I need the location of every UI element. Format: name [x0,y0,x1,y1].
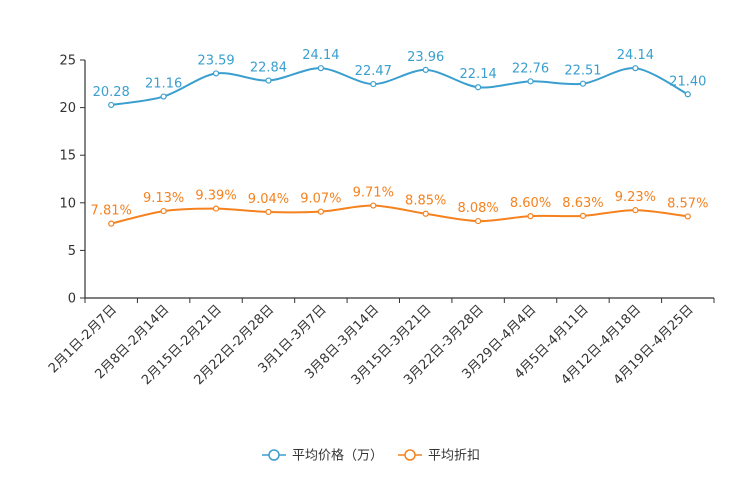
data-label: 9.04% [248,192,289,207]
data-point [422,210,429,217]
y-tick-label: 0 [68,292,76,307]
data-label: 23.59 [197,53,234,68]
data-point [422,66,429,74]
data-point [265,208,272,216]
data-point [527,213,534,220]
series-line [110,204,688,225]
data-point [370,80,377,88]
series-line [111,67,689,106]
data-label: 23.96 [407,50,444,65]
legend-marker [404,449,416,461]
data-point [632,65,639,72]
data-label: 22.51 [564,64,601,79]
data-point [108,101,115,109]
data-point [212,70,220,77]
legend-item-1[interactable]: 平均折扣 [398,449,480,464]
data-point [684,213,691,220]
data-label: 8.63% [562,196,603,211]
data-label: 8.57% [667,196,708,211]
legend[interactable]: 平均价格（万） 平均折扣 [262,448,480,464]
data-label: 8.85% [405,194,446,209]
data-label: 21.40 [669,74,706,89]
data-label: 8.08% [457,201,498,216]
data-point [160,93,167,100]
data-label: 24.14 [302,48,339,63]
axes: 05101520252月1日-2月7日2月8日-2月14日2月15日-2月21日… [46,54,715,388]
series-group: 20.28 21.16 23.59 22.84 24.14 22.47 23.96 22.14… [91,48,708,227]
data-label: 9.39% [195,189,236,204]
y-tick-label: 15 [59,149,76,164]
data-label: 7.81% [91,204,132,219]
data-point [265,77,272,84]
data-point [370,202,377,209]
legend-item-0[interactable]: 平均价格（万） [262,448,383,464]
series-1: 7.81% 9.13% 9.39% 9.04% 9.07% 9.71% 8.85% 8.08%… [91,186,708,227]
data-point [317,65,324,72]
data-point [475,84,482,91]
y-tick-label: 25 [59,54,76,69]
series-0: 20.28 21.16 23.59 22.84 24.14 22.47 23.96 22.14… [93,48,706,109]
data-point [475,217,482,225]
data-label: 24.14 [617,48,654,63]
data-point [317,208,324,215]
data-point [108,220,115,227]
data-label: 22.14 [460,67,497,82]
data-label: 21.16 [145,77,182,92]
data-point [212,205,220,212]
data-label: 22.84 [250,61,287,76]
y-tick-label: 5 [68,244,76,259]
data-label: 22.47 [355,64,392,79]
data-point [527,78,534,85]
data-point [579,212,587,219]
y-tick-label: 10 [59,196,76,211]
data-label: 8.60% [510,196,551,211]
data-label: 22.76 [512,61,549,76]
data-point [684,91,691,98]
data-label: 9.13% [143,191,184,206]
data-label: 20.28 [93,85,130,100]
data-label: 9.71% [353,186,394,201]
data-point [632,207,639,214]
y-tick-label: 20 [59,101,76,116]
legend-label: 平均价格（万） [292,448,383,464]
legend-marker [268,449,280,461]
legend-label: 平均折扣 [428,449,480,464]
data-label: 9.07% [300,192,341,207]
data-label: 9.23% [615,190,656,205]
data-point [160,207,167,215]
data-point [579,80,587,87]
